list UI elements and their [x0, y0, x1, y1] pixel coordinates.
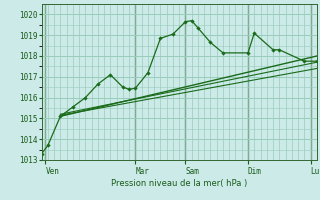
X-axis label: Pression niveau de la mer( hPa ): Pression niveau de la mer( hPa ) — [111, 179, 247, 188]
